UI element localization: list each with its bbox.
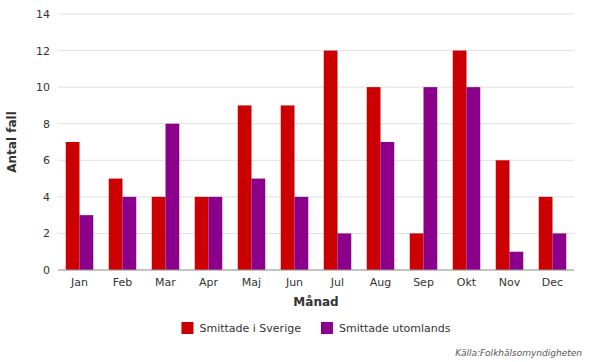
y-tick-label: 4 (43, 191, 50, 204)
y-axis-label: Antal fall (5, 111, 19, 173)
legend-swatch (181, 322, 193, 334)
legend: Smittade i Sverige Smittade utomlands (181, 322, 450, 335)
bar (510, 252, 524, 270)
bars (66, 51, 567, 270)
x-tick-label: Feb (113, 276, 132, 289)
y-tick-label: 12 (36, 45, 50, 58)
bar (238, 105, 252, 270)
bar (539, 197, 553, 270)
legend-label: Smittade i Sverige (199, 322, 301, 335)
x-tick-label: Aug (370, 276, 391, 289)
x-axis-line (58, 270, 574, 271)
bar (252, 179, 266, 270)
x-tick-label: Sep (413, 276, 434, 289)
y-tick-label: 0 (43, 264, 50, 277)
bar (152, 197, 166, 270)
y-tick-label: 8 (43, 118, 50, 131)
bar (295, 197, 309, 270)
grid (58, 14, 574, 270)
bar (338, 233, 352, 270)
x-tick-label: Jan (70, 276, 88, 289)
bar (367, 87, 381, 270)
x-tick-label: Jun (285, 276, 303, 289)
bar (381, 142, 395, 270)
legend-swatch (321, 322, 333, 334)
bar (166, 124, 180, 270)
bar (424, 87, 438, 270)
y-tick-label: 6 (43, 154, 50, 167)
bar (553, 233, 567, 270)
y-tick-label: 10 (36, 81, 50, 94)
legend-label: Smittade utomlands (339, 322, 451, 335)
bar (453, 51, 467, 270)
bar (66, 142, 80, 270)
bar (281, 105, 295, 270)
x-tick-label: Mar (155, 276, 176, 289)
chart: 0 2 4 6 8 10 12 14 Jan Feb Mar Apr Maj Jun Jul Aug Sep Ok… (0, 0, 590, 362)
bar (410, 233, 424, 270)
bar (496, 160, 510, 270)
bar (324, 51, 338, 270)
y-tick-label: 2 (43, 227, 50, 240)
bar (123, 197, 137, 270)
bar (195, 197, 209, 270)
grid-line (58, 123, 574, 124)
x-tick-label: Maj (242, 276, 261, 289)
y-tick-label: 14 (36, 8, 50, 21)
bar (109, 179, 123, 270)
bar (467, 87, 481, 270)
bar (209, 197, 223, 270)
x-tick-label: Nov (499, 276, 521, 289)
x-tick-label: Okt (457, 276, 477, 289)
grid-line (58, 14, 574, 15)
grid-line (58, 50, 574, 51)
x-tick-label: Jul (330, 276, 344, 289)
grid-line (58, 87, 574, 88)
source-note: Källa:Folkhälsomyndigheten (455, 348, 582, 358)
chart-container: 0 2 4 6 8 10 12 14 Jan Feb Mar Apr Maj Jun Jul Aug Sep Ok… (0, 0, 590, 362)
x-tick-label: Dec (542, 276, 563, 289)
x-axis-label: Månad (293, 295, 338, 309)
x-tick-label: Apr (199, 276, 219, 289)
bar (80, 215, 94, 270)
grid-line (58, 270, 574, 271)
